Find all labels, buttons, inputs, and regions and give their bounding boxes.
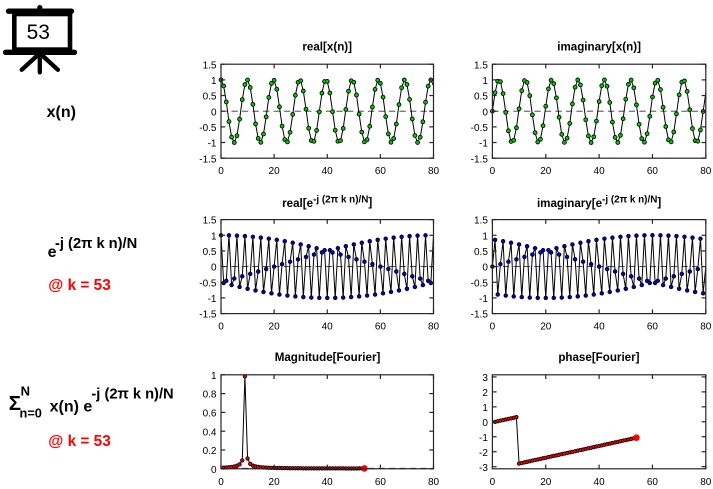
svg-text:1.5: 1.5 <box>474 216 488 227</box>
svg-text:1.5: 1.5 <box>203 60 217 71</box>
svg-text:0.5: 0.5 <box>203 247 217 258</box>
svg-text:-1.5: -1.5 <box>471 310 489 321</box>
svg-text:80: 80 <box>428 322 440 333</box>
svg-text:80: 80 <box>700 166 712 177</box>
svg-text:Magnitude[Fourier]: Magnitude[Fourier] <box>275 351 381 364</box>
svg-text:80: 80 <box>428 477 440 488</box>
svg-text:-1: -1 <box>208 294 217 305</box>
svg-text:0.5: 0.5 <box>474 92 488 103</box>
svg-text:60: 60 <box>375 477 387 488</box>
svg-text:1: 1 <box>482 403 488 414</box>
svg-text:0: 0 <box>482 107 488 118</box>
svg-text:-j (2π k n)/N: -j (2π k n)/N <box>55 236 137 252</box>
svg-text:1.5: 1.5 <box>474 60 488 71</box>
svg-text:0.2: 0.2 <box>203 446 217 457</box>
svg-text:0: 0 <box>482 418 488 429</box>
svg-text:0.4: 0.4 <box>203 427 217 438</box>
svg-text:60: 60 <box>375 322 387 333</box>
svg-text:0: 0 <box>211 263 217 274</box>
svg-text:-1.5: -1.5 <box>199 310 217 321</box>
svg-text:-0.5: -0.5 <box>471 123 489 134</box>
svg-text:real[x(n)]: real[x(n)] <box>302 41 352 54</box>
svg-text:-1: -1 <box>208 139 217 150</box>
svg-text:60: 60 <box>647 166 659 177</box>
svg-text:-1: -1 <box>479 139 488 150</box>
svg-text:80: 80 <box>428 166 440 177</box>
svg-text:0.6: 0.6 <box>203 409 217 420</box>
svg-text:0: 0 <box>218 477 224 488</box>
svg-text:20: 20 <box>540 166 552 177</box>
svg-text:Σ: Σ <box>9 392 21 415</box>
svg-text:0: 0 <box>211 465 217 476</box>
svg-text:80: 80 <box>700 477 712 488</box>
svg-text:40: 40 <box>322 477 334 488</box>
svg-text:20: 20 <box>269 477 281 488</box>
svg-text:20: 20 <box>269 166 281 177</box>
svg-text:-1: -1 <box>479 433 488 444</box>
svg-text:40: 40 <box>594 166 606 177</box>
svg-text:e: e <box>48 244 57 261</box>
svg-text:3: 3 <box>482 373 488 384</box>
svg-text:40: 40 <box>322 166 334 177</box>
svg-text:-j (2π k n)/N: -j (2π k n)/N <box>91 387 173 403</box>
svg-text:1.5: 1.5 <box>203 216 217 227</box>
svg-text:20: 20 <box>540 322 552 333</box>
svg-text:1: 1 <box>482 231 488 242</box>
svg-text:-0.5: -0.5 <box>199 278 217 289</box>
svg-text:-1: -1 <box>479 294 488 305</box>
svg-text:1: 1 <box>211 76 217 87</box>
svg-text:@ k = 53: @ k = 53 <box>48 433 111 450</box>
svg-text:20: 20 <box>269 322 281 333</box>
svg-text:imaginary[x(n)]: imaginary[x(n)] <box>557 41 641 54</box>
svg-text:0: 0 <box>218 322 224 333</box>
svg-text:imaginary[e-j (2π k n)/N]: imaginary[e-j (2π k n)/N] <box>537 194 661 210</box>
svg-text:60: 60 <box>375 166 387 177</box>
svg-text:0: 0 <box>490 322 496 333</box>
svg-text:2: 2 <box>482 388 488 399</box>
svg-text:-0.5: -0.5 <box>471 278 489 289</box>
svg-text:x(n): x(n) <box>47 104 76 121</box>
svg-text:60: 60 <box>647 322 659 333</box>
svg-text:-1.5: -1.5 <box>471 154 489 165</box>
svg-text:phase[Fourier]: phase[Fourier] <box>558 351 639 364</box>
svg-text:-0.5: -0.5 <box>199 123 217 134</box>
svg-text:1: 1 <box>211 231 217 242</box>
svg-text:80: 80 <box>700 322 712 333</box>
svg-text:40: 40 <box>594 477 606 488</box>
svg-text:0: 0 <box>211 107 217 118</box>
svg-text:n=0: n=0 <box>20 406 42 421</box>
svg-text:60: 60 <box>647 477 659 488</box>
svg-text:x(n) e: x(n) e <box>50 399 93 416</box>
svg-text:0.5: 0.5 <box>474 247 488 258</box>
svg-text:1: 1 <box>211 371 217 382</box>
svg-text:0: 0 <box>482 263 488 274</box>
svg-text:40: 40 <box>594 322 606 333</box>
svg-text:40: 40 <box>322 322 334 333</box>
svg-text:-3: -3 <box>479 463 488 474</box>
svg-text:-2: -2 <box>479 448 488 459</box>
svg-text:20: 20 <box>540 477 552 488</box>
svg-text:53: 53 <box>27 21 50 44</box>
svg-text:0.5: 0.5 <box>203 92 217 103</box>
svg-text:1: 1 <box>482 76 488 87</box>
svg-text:@ k = 53: @ k = 53 <box>48 277 111 294</box>
svg-text:0.8: 0.8 <box>203 390 217 401</box>
svg-text:-1.5: -1.5 <box>199 154 217 165</box>
svg-text:0: 0 <box>218 166 224 177</box>
svg-text:real[e-j (2π k n)/N]: real[e-j (2π k n)/N] <box>282 194 372 210</box>
svg-text:0: 0 <box>490 166 496 177</box>
svg-text:0: 0 <box>490 477 496 488</box>
svg-text:N: N <box>21 384 30 399</box>
